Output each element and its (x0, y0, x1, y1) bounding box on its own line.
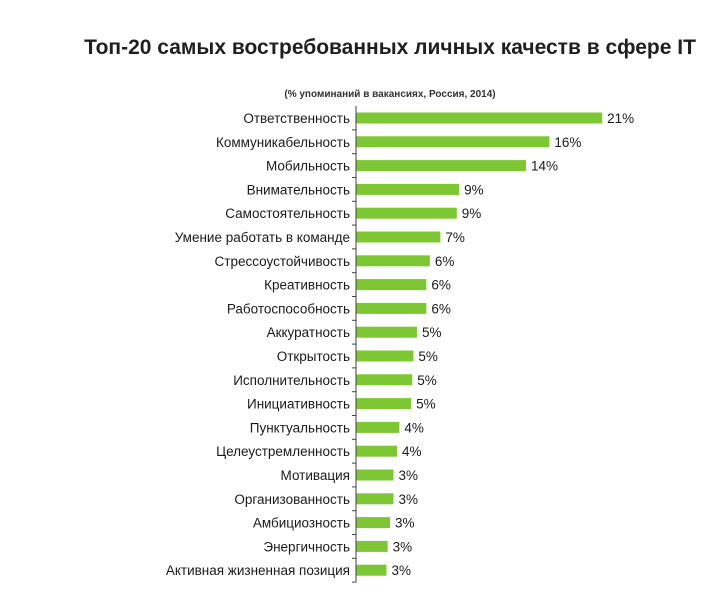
chart-title: Топ-20 самых востребованных личных качес… (84, 36, 696, 59)
category-label: Ответственность (243, 111, 350, 126)
data-label: 9% (462, 206, 482, 221)
bar (356, 112, 603, 124)
bar (356, 445, 398, 457)
category-label: Внимательность (247, 182, 350, 197)
category-label: Мотивация (281, 468, 350, 483)
data-label: 6% (431, 278, 451, 293)
data-label: 3% (395, 516, 415, 531)
category-label: Целеустремленность (216, 444, 350, 459)
data-label: 5% (422, 325, 442, 340)
bar (356, 231, 441, 243)
bar (356, 160, 526, 172)
chart-subtitle: (% упоминаний в вакансиях, Россия, 2014) (284, 89, 496, 100)
category-label: Открытость (277, 349, 350, 364)
data-label: 3% (391, 563, 411, 578)
bar (356, 493, 394, 505)
category-label: Пунктуальность (250, 420, 350, 435)
category-label: Инициативность (247, 397, 350, 412)
category-label: Работоспособность (227, 301, 350, 316)
bar (356, 564, 387, 576)
data-label: 6% (435, 254, 455, 269)
data-label: 5% (416, 397, 436, 412)
bar (356, 136, 550, 148)
bar (356, 540, 388, 552)
bar (356, 255, 430, 267)
data-label: 3% (399, 468, 419, 483)
data-label: 9% (464, 182, 484, 197)
data-label: 4% (404, 420, 424, 435)
data-label: 7% (445, 230, 465, 245)
category-label: Амбициозность (253, 516, 350, 531)
bar (356, 302, 427, 314)
category-label: Креативность (264, 278, 350, 293)
data-label: 3% (399, 492, 419, 507)
data-label: 5% (417, 373, 437, 388)
bar (356, 469, 394, 481)
bar (356, 517, 390, 529)
data-label: 3% (393, 539, 413, 554)
bar (356, 398, 412, 410)
data-label: 14% (531, 159, 558, 174)
data-label: 4% (402, 444, 422, 459)
category-label: Стрессоустойчивость (215, 254, 350, 269)
category-label: Исполнительность (233, 373, 350, 388)
bar (356, 183, 460, 195)
bar (356, 374, 413, 386)
bar (356, 326, 417, 338)
category-label: Энергичность (263, 539, 350, 554)
bar (356, 421, 400, 433)
data-label: 5% (418, 349, 438, 364)
data-label: 6% (431, 301, 451, 316)
bar (356, 207, 457, 219)
category-label: Самостоятельность (225, 206, 350, 221)
bar (356, 279, 427, 291)
category-label: Умение работать в команде (175, 230, 350, 245)
category-label: Организованность (234, 492, 350, 507)
category-label: Аккуратность (267, 325, 350, 340)
category-label: Активная жизненная позиция (166, 563, 350, 578)
data-label: 16% (554, 135, 581, 150)
bar (356, 350, 414, 362)
category-label: Коммуникабельность (216, 135, 350, 150)
data-label: 21% (607, 111, 634, 126)
category-label: Мобильность (266, 159, 350, 174)
